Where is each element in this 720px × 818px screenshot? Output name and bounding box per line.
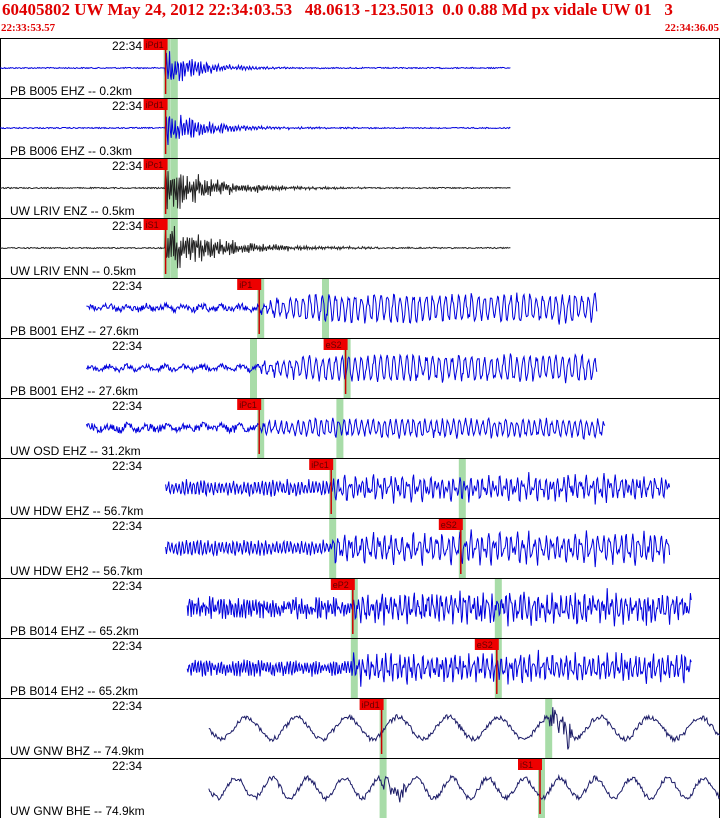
station-label: UW GNW BHZ -- 74.9km xyxy=(10,744,144,758)
pick-window-band xyxy=(458,519,466,578)
station-label: PB B014 EHZ -- 65.2km xyxy=(10,624,139,638)
trace-time-label: 22:34 xyxy=(112,159,142,173)
waveform-trace xyxy=(86,292,598,325)
waveform-trace xyxy=(186,649,692,687)
trace-time-label: 22:34 xyxy=(112,639,142,653)
waveform-trace xyxy=(0,51,511,82)
trace-time-label: 22:34 xyxy=(112,399,142,413)
station-label: UW LRIV ENZ -- 0.5km xyxy=(10,204,135,218)
pick-window-band xyxy=(322,279,329,338)
trace-time-label: 22:34 xyxy=(112,579,142,593)
pick-label-box[interactable] xyxy=(143,159,168,170)
pick-window-band xyxy=(257,279,265,338)
station-label: PB B006 EHZ -- 0.3km xyxy=(10,144,132,158)
pick-label: iS1 xyxy=(146,220,159,230)
station-label: UW HDW EHZ -- 56.7km xyxy=(10,504,143,518)
pick-label-box[interactable] xyxy=(143,39,168,50)
trace-time-label: 22:34 xyxy=(112,99,142,113)
pick-label: iP1 xyxy=(239,280,252,290)
pick-label-box[interactable] xyxy=(330,579,355,590)
event-header-title: 60405802 UW May 24, 2012 22:34:03.53 48.… xyxy=(2,0,673,19)
station-label: UW LRIV ENN -- 0.5km xyxy=(10,264,136,278)
pick-label: eP2 xyxy=(333,580,349,590)
pick-window-band xyxy=(329,519,337,578)
pick-window-band xyxy=(458,459,466,518)
station-label: PB B014 EH2 -- 65.2km xyxy=(10,684,138,698)
waveform-trace xyxy=(86,353,598,384)
station-label: PB B001 EH2 -- 27.6km xyxy=(10,384,138,398)
trace-time-label: 22:34 xyxy=(112,279,142,293)
pick-label: iPc1 xyxy=(146,160,164,170)
pick-label-box[interactable] xyxy=(309,459,334,470)
pick-label-box[interactable] xyxy=(143,219,168,230)
waveform-trace xyxy=(208,773,720,803)
pick-label: eS2 xyxy=(326,340,342,350)
pick-window-band xyxy=(538,759,545,818)
pick-label-box[interactable] xyxy=(359,699,384,710)
waveform-trace xyxy=(208,707,720,750)
pick-label-box[interactable] xyxy=(323,339,348,350)
window-end-time: 22:34:36.05 xyxy=(664,22,719,34)
pick-label-box[interactable] xyxy=(518,759,542,770)
pick-label-box[interactable] xyxy=(237,279,262,290)
station-label: PB B005 EHZ -- 0.2km xyxy=(10,84,132,98)
station-label: UW HDW EH2 -- 56.7km xyxy=(10,564,143,578)
trace-time-label: 22:34 xyxy=(112,759,142,773)
pick-window-band xyxy=(545,699,553,758)
station-label: UW OSD EHZ -- 31.2km xyxy=(10,444,141,458)
pick-label-box[interactable] xyxy=(143,99,168,110)
pick-window-band xyxy=(336,399,344,458)
pick-label: eS2 xyxy=(477,640,493,650)
trace-time-label: 22:34 xyxy=(112,219,142,233)
pick-label: eS2 xyxy=(441,520,457,530)
trace-time-label: 22:34 xyxy=(112,699,142,713)
pick-label-box[interactable] xyxy=(237,399,262,410)
pick-label: iPc1 xyxy=(239,400,257,410)
pick-label: iPd1 xyxy=(146,40,164,50)
trace-time-label: 22:34 xyxy=(112,459,142,473)
trace-time-label: 22:34 xyxy=(112,519,142,533)
window-start-time: 22:33:53.57 xyxy=(1,22,56,34)
waveform-trace xyxy=(0,114,511,146)
pick-label-box[interactable] xyxy=(438,519,463,530)
waveform-trace xyxy=(0,225,511,269)
waveform-trace xyxy=(165,529,671,568)
waveform-trace xyxy=(0,170,511,210)
waveform-trace xyxy=(165,472,671,505)
pick-label: iS1 xyxy=(520,760,533,770)
pick-label: iPd1 xyxy=(146,100,164,110)
pick-window-band xyxy=(379,699,387,758)
pick-label: iPc1 xyxy=(311,460,329,470)
pick-label-box[interactable] xyxy=(474,639,499,650)
waveform-trace xyxy=(85,416,606,441)
station-label: PB B001 EHZ -- 27.6km xyxy=(10,324,139,338)
waveform-trace xyxy=(186,588,692,627)
trace-time-label: 22:34 xyxy=(112,339,142,353)
trace-time-label: 22:34 xyxy=(112,39,142,53)
station-label: UW GNW BHE -- 74.9km xyxy=(10,804,145,818)
pick-label: iPd1 xyxy=(362,700,380,710)
